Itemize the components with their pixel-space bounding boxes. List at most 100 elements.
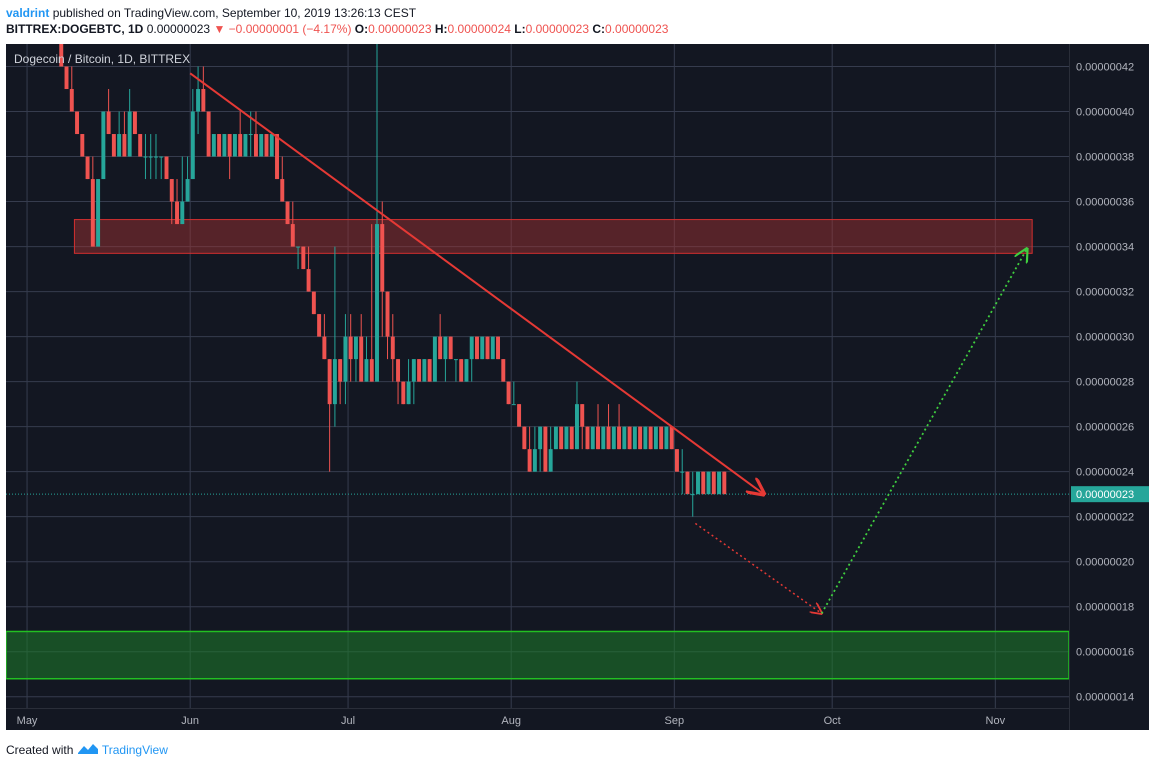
candle	[532, 426, 537, 472]
candle	[290, 201, 295, 247]
candle-body	[96, 179, 101, 247]
close-value: 0.00000023	[605, 22, 669, 36]
y-tick-label: 0.00000020	[1076, 557, 1134, 569]
candle	[643, 426, 648, 450]
x-tick-label: Jun	[181, 715, 199, 727]
candle-body	[243, 134, 248, 157]
candle-body	[459, 359, 464, 382]
candle-body	[222, 134, 227, 157]
candle	[611, 426, 616, 450]
candle-body	[327, 359, 332, 405]
candle	[280, 156, 285, 202]
candle-body	[596, 426, 600, 450]
resistance-zone	[73, 219, 1033, 254]
candle	[585, 426, 590, 450]
candle-body	[653, 426, 658, 450]
candle-body	[706, 471, 711, 495]
candle	[75, 111, 80, 135]
candle	[506, 381, 511, 405]
candle-body	[406, 381, 411, 405]
candle-body	[548, 449, 553, 472]
candle-body	[290, 224, 295, 247]
candle-body	[648, 426, 653, 450]
candle	[259, 134, 264, 157]
candle	[169, 179, 174, 225]
candle-body	[343, 336, 348, 382]
open-value: 0.00000023	[368, 22, 432, 36]
chart-pane[interactable]: Dogecoin / Bitcoin, 1D, BITTREX	[6, 44, 1069, 708]
candle-body	[275, 134, 279, 180]
candle	[180, 156, 185, 225]
low-label: L:	[514, 22, 526, 36]
author-name[interactable]: valdrint	[6, 6, 50, 20]
candle-body	[253, 134, 258, 157]
candle	[190, 89, 195, 180]
candle	[664, 426, 669, 450]
candle-body	[396, 359, 401, 382]
candle-body	[680, 471, 685, 473]
candle	[311, 291, 316, 315]
candle-body	[332, 359, 337, 405]
candle	[59, 44, 64, 67]
candle	[322, 314, 327, 360]
candle	[64, 66, 69, 90]
candle	[706, 471, 711, 495]
candle-body	[643, 426, 648, 450]
candle-body	[580, 404, 585, 427]
candle-body	[522, 426, 527, 450]
candle-body	[690, 494, 695, 496]
candle-body	[217, 134, 222, 157]
y-tick-label: 0.00000028	[1076, 377, 1134, 389]
tradingview-brand[interactable]: TradingView	[101, 743, 168, 757]
candle	[527, 426, 532, 472]
candle	[138, 134, 143, 157]
candle-body	[380, 224, 385, 292]
candle	[238, 111, 243, 157]
candle	[201, 66, 206, 112]
candle-body	[338, 359, 343, 382]
y-tick-label: 0.00000038	[1076, 152, 1134, 164]
price-axis[interactable]: 0.00000014 0.00000016 0.00000018 0.00000020…	[1069, 44, 1149, 730]
candle-body	[211, 134, 216, 157]
candle-body	[401, 381, 406, 405]
candle-body	[353, 336, 358, 360]
time-axis[interactable]: May Jun Jul Aug Sep Oct Nov	[6, 708, 1069, 730]
candle-body	[227, 134, 232, 157]
candle-body	[632, 426, 637, 450]
publish-info: valdrint published on TradingView.com, S…	[6, 5, 416, 21]
candle-body	[475, 336, 479, 360]
candle-body	[317, 314, 322, 337]
candle-body	[664, 426, 669, 450]
candle-body	[717, 471, 722, 495]
candle-body	[385, 291, 390, 337]
candle	[111, 134, 116, 157]
candle	[459, 359, 464, 382]
candle-body	[148, 156, 153, 158]
candle	[564, 426, 569, 450]
chart-title: Dogecoin / Bitcoin, 1D, BITTREX	[14, 52, 191, 66]
candle	[196, 66, 201, 135]
candle	[206, 111, 211, 157]
candlestick-chart[interactable]	[6, 44, 1069, 708]
candle-body	[569, 426, 574, 450]
footer: Created with TradingView	[6, 742, 168, 758]
candle-body	[722, 471, 727, 495]
candle-body	[306, 269, 311, 292]
candle-body	[432, 336, 437, 382]
candle-body	[238, 134, 243, 157]
candle	[401, 381, 406, 405]
candle-body	[196, 89, 201, 112]
ohlc-header: BITTREX:DOGEBTC, 1D 0.00000023 ▼ −0.0000…	[6, 21, 668, 37]
candle	[569, 426, 574, 450]
candle	[211, 134, 216, 157]
candle	[496, 336, 501, 360]
candle	[438, 314, 443, 360]
x-tick-label: Jul	[341, 715, 355, 727]
candle-body	[132, 111, 137, 135]
candle-body	[164, 156, 169, 180]
candle	[432, 336, 437, 382]
close-label: C:	[592, 22, 606, 36]
candle	[369, 224, 374, 382]
candle-body	[180, 201, 185, 225]
candle-body	[117, 134, 122, 157]
